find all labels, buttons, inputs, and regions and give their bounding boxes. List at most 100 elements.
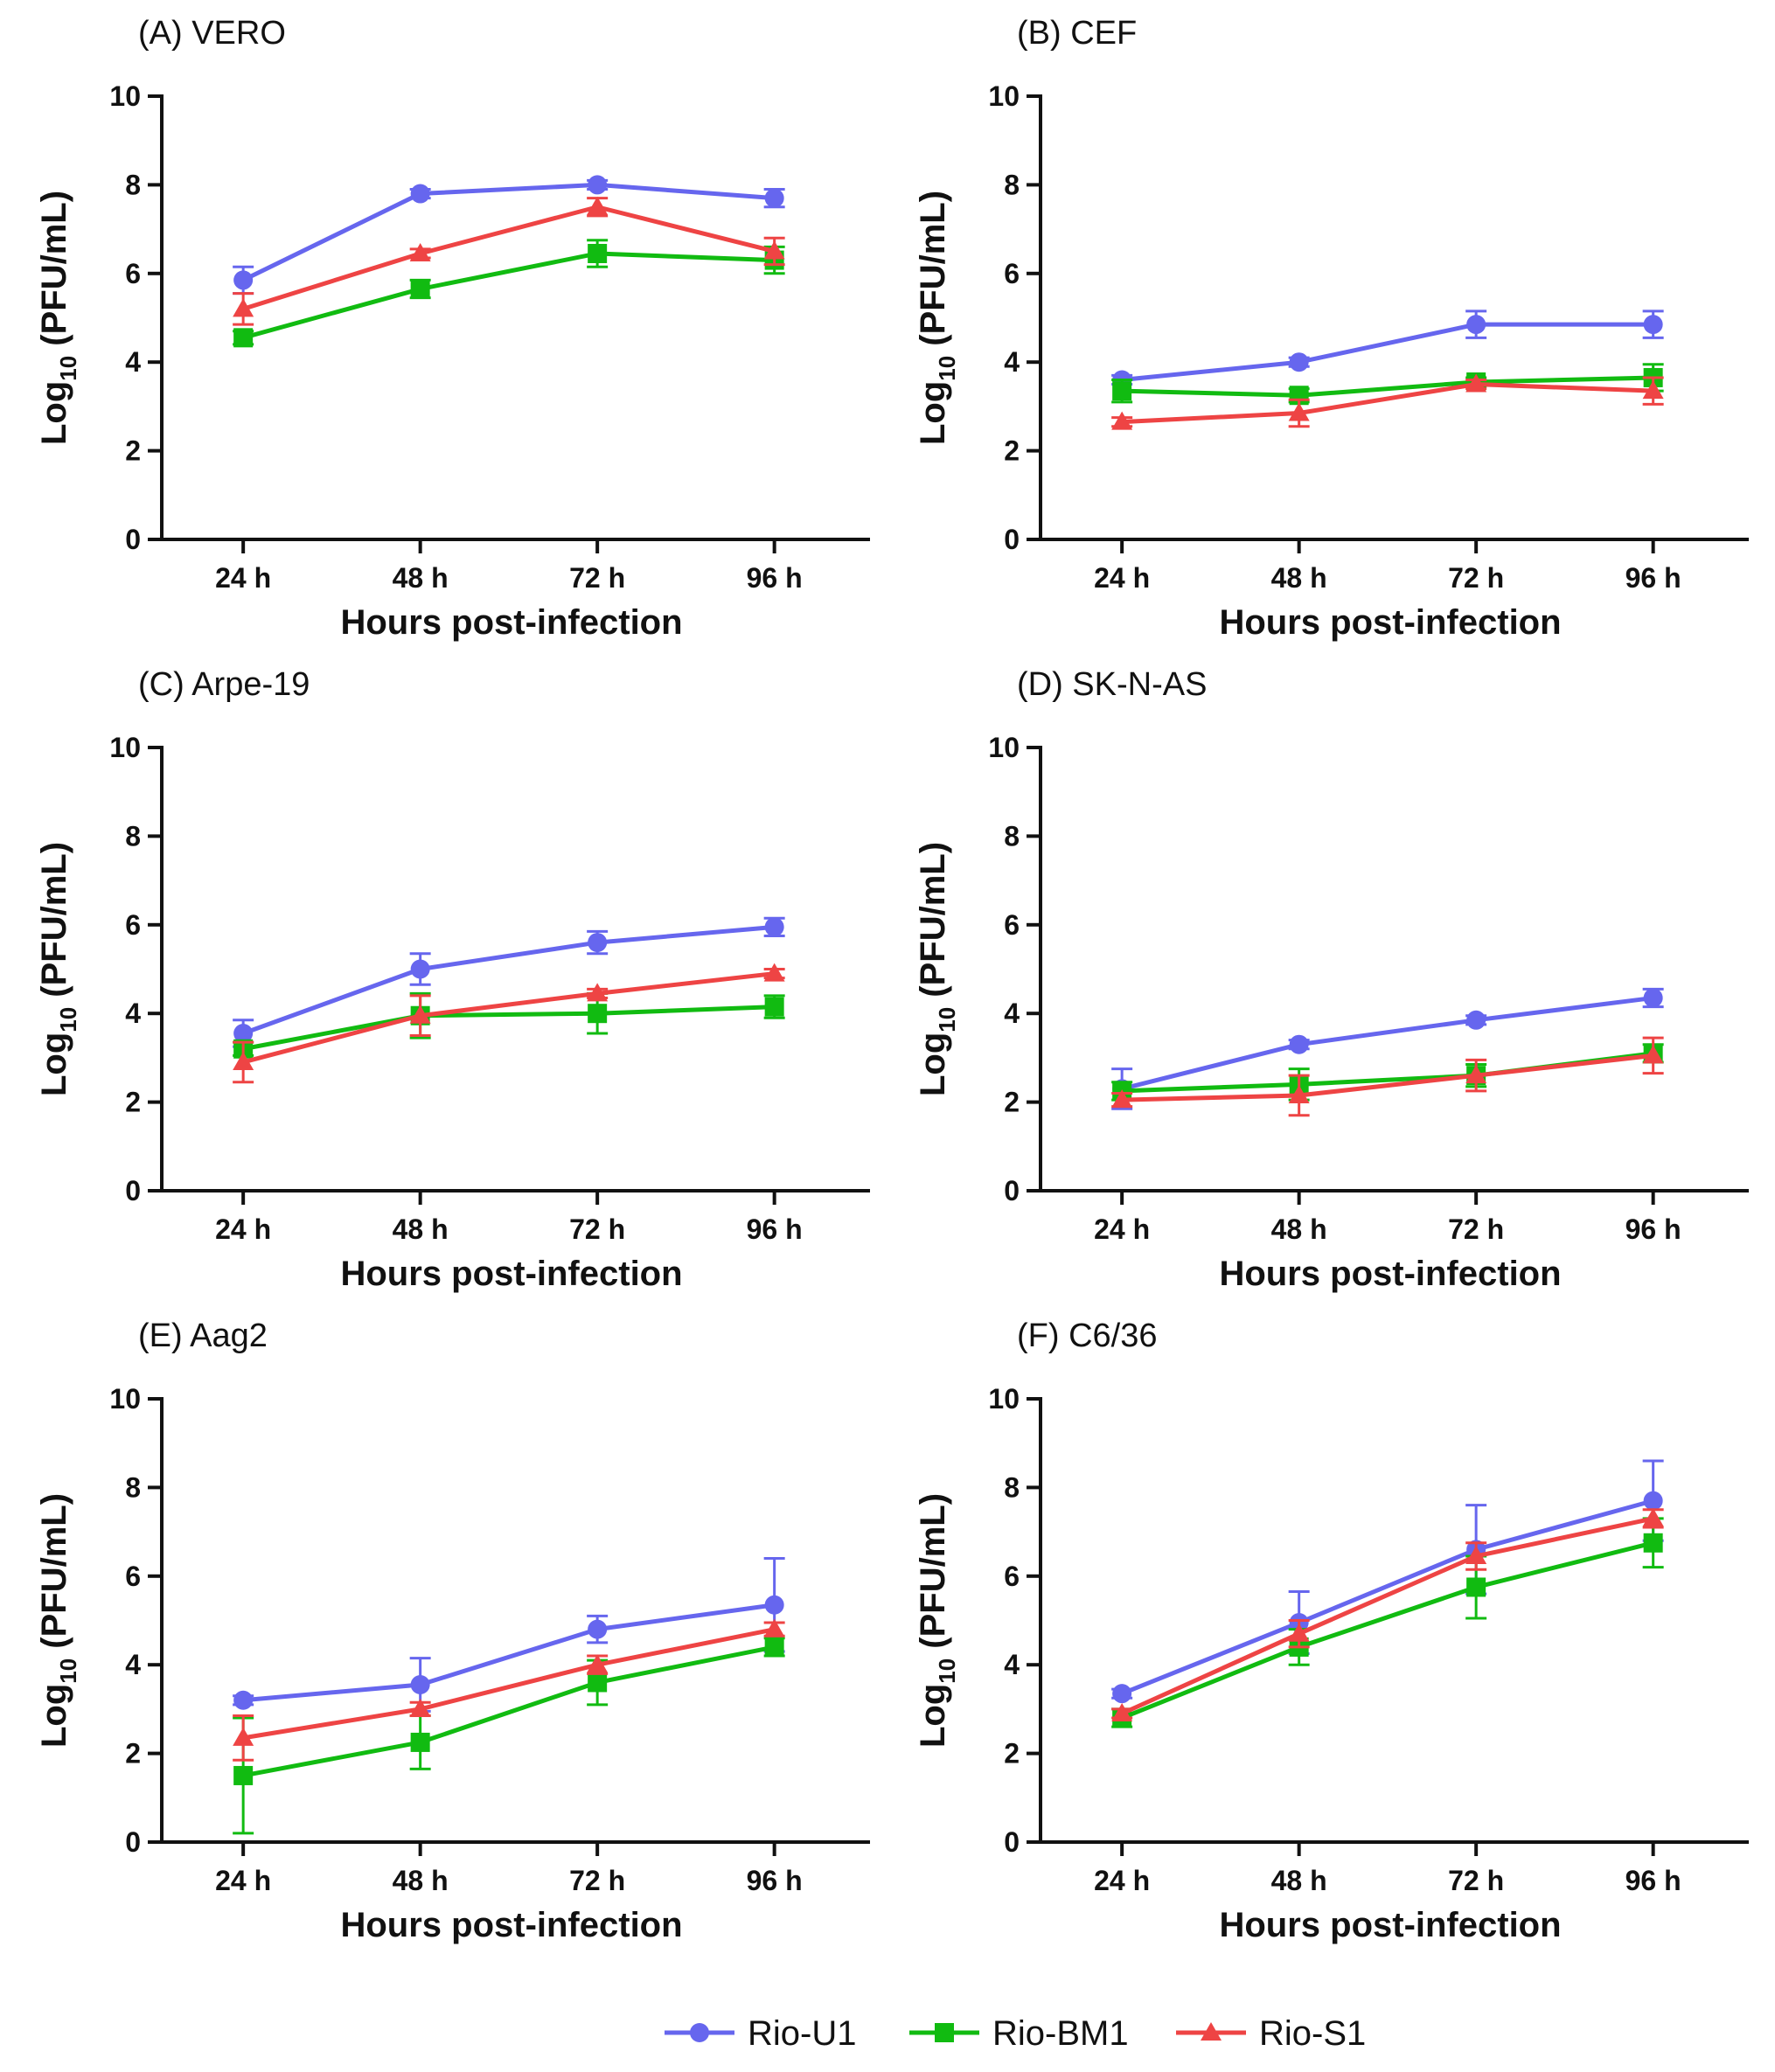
y-tick-label: 0 [125, 524, 141, 555]
data-point [409, 1005, 431, 1024]
y-tick-label: 2 [125, 1738, 141, 1770]
y-tick-label: 8 [125, 1471, 141, 1503]
data-point [764, 1595, 784, 1615]
x-tick-label: 48 h [393, 1213, 449, 1245]
x-tick-label: 24 h [215, 1865, 271, 1896]
x-axis-title: Hours post-infection [340, 1906, 682, 1944]
data-point [410, 959, 430, 979]
x-tick-label: 72 h [569, 1213, 625, 1245]
series-line [1121, 1540, 1654, 1721]
y-tick-label: 10 [988, 80, 1020, 112]
chart-panel: (A) VERO 0 2 4 6 8 10 24 h 48 h 72 h 96 h Hours pos… [35, 15, 870, 642]
data-point [1112, 1684, 1132, 1704]
y-tick-label: 0 [125, 1175, 141, 1206]
y-axis-title-log: Log [35, 1684, 73, 1748]
data-point [409, 1698, 431, 1717]
y-tick-label: 8 [1004, 820, 1020, 852]
legend-item-rio-s1: Rio-S1 [1176, 2014, 1366, 2053]
series-rio-s1 [233, 196, 785, 326]
x-tick-label: 96 h [747, 1865, 803, 1896]
data-point [233, 1690, 254, 1710]
data-point [588, 1619, 608, 1639]
y-tick-label: 0 [125, 1826, 141, 1858]
y-tick-label: 6 [125, 258, 141, 289]
y-axis-title-subscript: 10 [934, 1007, 960, 1033]
series-line [242, 924, 775, 1036]
x-tick-label: 24 h [1094, 1213, 1150, 1245]
y-axis-title-subscript: 10 [934, 1658, 960, 1684]
data-point [233, 298, 254, 317]
data-point [764, 997, 784, 1017]
data-point [233, 328, 254, 348]
data-point [1642, 380, 1664, 400]
data-point [1288, 1623, 1310, 1642]
data-point [1466, 1010, 1486, 1030]
panel-label: (B) CEF [1017, 15, 1137, 52]
x-tick-label: 24 h [215, 1213, 271, 1245]
series-line [242, 251, 775, 340]
legend: Rio-U1 Rio-BM1 Rio-S1 [665, 2014, 1366, 2053]
series-rio-s1 [1111, 373, 1664, 430]
chart-panel: (C) Arpe-19 0 2 4 6 8 10 24 h 48 h 72 h 96 h Hours … [35, 666, 870, 1293]
y-tick-label: 0 [1004, 524, 1020, 555]
x-tick-label: 96 h [1625, 562, 1681, 594]
y-tick-label: 4 [1004, 998, 1020, 1029]
y-tick-label: 2 [125, 435, 141, 467]
chart-panel: (E) Aag2 0 2 4 6 8 10 24 h 48 h 72 h 96 h Hours pos… [35, 1318, 870, 1944]
x-axis-title: Hours post-infection [1219, 603, 1561, 642]
data-point [1643, 315, 1663, 335]
y-axis-title-units: (PFU/mL) [35, 191, 73, 356]
data-point [1289, 1034, 1309, 1054]
series-rio-s1 [1111, 1036, 1664, 1117]
data-point [587, 196, 609, 215]
y-tick-label: 10 [109, 1383, 141, 1415]
y-tick-label: 4 [125, 1649, 141, 1680]
series-line [242, 971, 775, 1065]
series-rio-bm1 [1111, 1517, 1664, 1728]
data-point [1643, 1491, 1663, 1511]
legend-marker [935, 2023, 954, 2042]
data-point [410, 1732, 430, 1752]
data-point [587, 983, 609, 1002]
y-tick-label: 4 [125, 998, 141, 1029]
series-line [1122, 382, 1653, 425]
x-tick-label: 72 h [1448, 1213, 1504, 1245]
series-line [242, 1005, 775, 1052]
data-point [233, 1051, 254, 1070]
y-tick-label: 6 [125, 909, 141, 941]
x-tick-label: 48 h [393, 1865, 449, 1896]
x-tick-label: 96 h [747, 562, 803, 594]
y-tick-label: 6 [1004, 258, 1020, 289]
y-axis-title-subscript: 10 [934, 356, 960, 381]
y-tick-label: 6 [1004, 909, 1020, 941]
x-tick-label: 48 h [1271, 1213, 1327, 1245]
y-axis-title-log: Log [914, 1033, 952, 1096]
y-axis-title-units: (PFU/mL) [914, 842, 952, 1007]
y-tick-label: 2 [1004, 1738, 1020, 1770]
y-tick-label: 10 [109, 732, 141, 763]
y-tick-label: 2 [1004, 1087, 1020, 1118]
y-tick-label: 10 [988, 732, 1020, 763]
series-line [1121, 1498, 1654, 1696]
x-tick-label: 72 h [1448, 562, 1504, 594]
y-axis-title-units: (PFU/mL) [35, 842, 73, 1007]
data-point [764, 1637, 784, 1657]
data-point [763, 240, 785, 260]
legend-item-rio-u1: Rio-U1 [665, 2014, 856, 2053]
series-line [242, 182, 775, 282]
series-line [1121, 322, 1653, 382]
x-axis-title: Hours post-infection [1219, 1906, 1561, 1944]
chart-panel: (D) SK-N-AS 0 2 4 6 8 10 24 h 48 h 72 h 96 h Hours … [914, 666, 1749, 1293]
data-point [1112, 381, 1132, 401]
data-point [1465, 373, 1487, 393]
panel-label: (A) VERO [138, 15, 286, 52]
panel-label: (D) SK-N-AS [1017, 666, 1207, 703]
data-point [1465, 1545, 1487, 1564]
series-rio-s1 [233, 1618, 785, 1762]
data-point [588, 1004, 608, 1024]
data-point [1288, 1084, 1310, 1103]
y-axis-title: Log10 (PFU/mL) [35, 191, 81, 445]
series-rio-bm1 [233, 1637, 785, 1835]
y-tick-label: 6 [125, 1561, 141, 1592]
data-point [588, 1672, 608, 1693]
